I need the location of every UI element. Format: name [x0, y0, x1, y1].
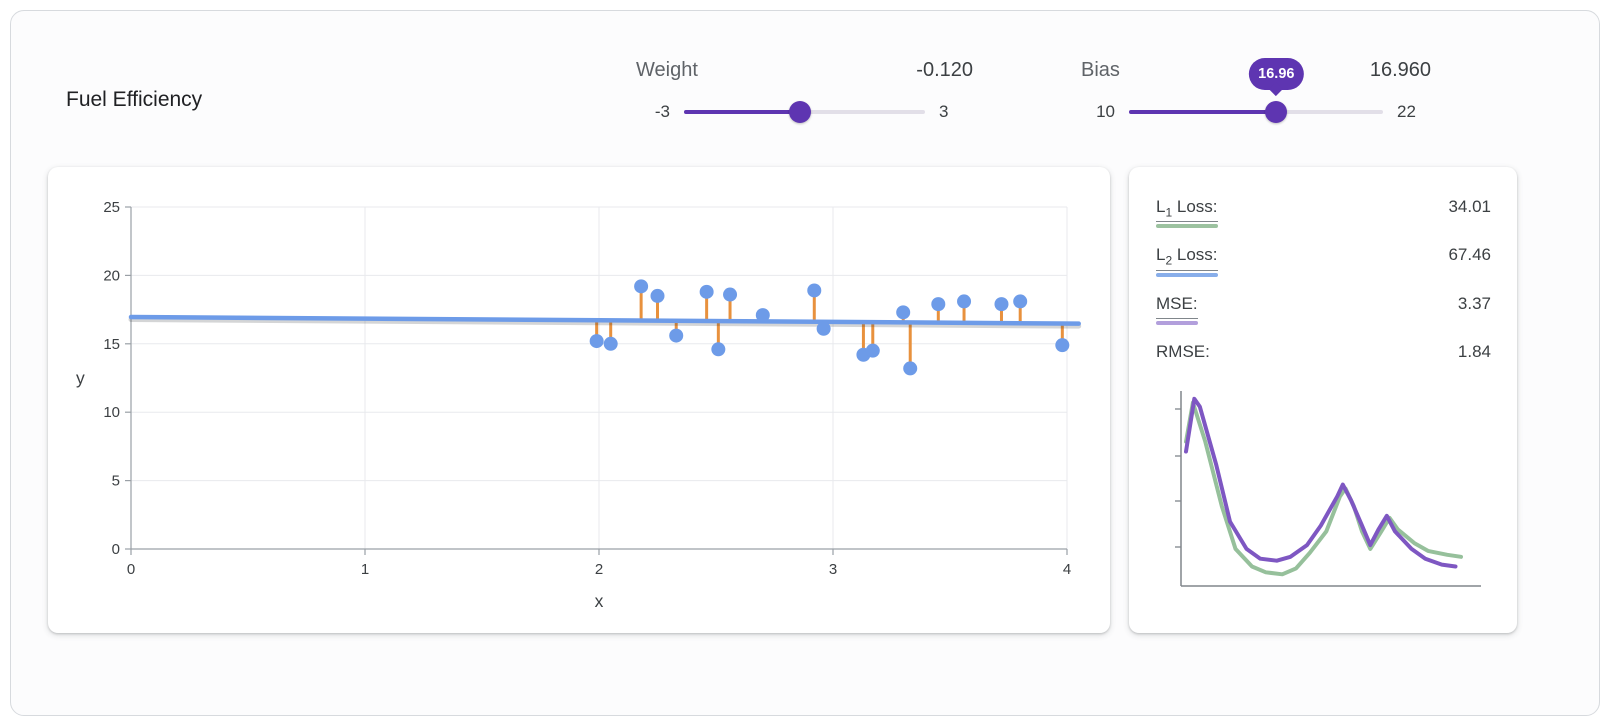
svg-text:25: 25 — [103, 199, 120, 216]
svg-text:y: y — [76, 368, 85, 388]
svg-text:0: 0 — [127, 561, 135, 578]
l2-loss-value: 67.46 — [1448, 245, 1491, 265]
scatter-chart-card: 0 5 10 15 20 25 0 1 2 3 4 y x — [48, 167, 1110, 633]
mse-value: 3.37 — [1457, 293, 1491, 313]
weight-max-label: 3 — [939, 102, 949, 121]
bias-slider[interactable]: 16.96 — [1129, 58, 1383, 123]
mse-color-swatch — [1156, 321, 1198, 326]
loss-panel: L1 Loss: 34.01 L2 Loss: 67.46 MSE: 3.37 — [1129, 167, 1517, 633]
svg-text:0: 0 — [112, 541, 120, 558]
rmse-label: RMSE: — [1156, 342, 1210, 362]
svg-text:4: 4 — [1063, 561, 1071, 578]
weight-label: Weight — [636, 59, 698, 81]
svg-text:20: 20 — [103, 267, 120, 284]
bias-value-tooltip: 16.96 — [1249, 58, 1304, 90]
l1-loss-value: 34.01 — [1448, 197, 1491, 216]
l1-loss-color-swatch — [1156, 224, 1218, 229]
svg-text:5: 5 — [112, 473, 120, 490]
l2-loss-label: L2 Loss: — [1156, 245, 1218, 277]
weight-slider-thumb[interactable] — [788, 101, 811, 123]
weight-slider-fill — [684, 110, 800, 114]
loss-rows: L1 Loss: 34.01 L2 Loss: 67.46 MSE: 3.37 — [1129, 167, 1517, 368]
mse-label: MSE: — [1156, 294, 1198, 326]
l1-loss-label: L1 Loss: — [1156, 197, 1218, 229]
bias-slider-thumb[interactable] — [1265, 101, 1288, 123]
loss-row-mse: MSE: 3.37 — [1156, 293, 1491, 326]
scatter-plot: 0 5 10 15 20 25 0 1 2 3 4 y x — [76, 199, 1082, 611]
app-frame: Fuel Efficiency Weight -0.120 -3 3 Bias … — [10, 10, 1600, 716]
svg-text:10: 10 — [103, 404, 120, 421]
loss-row-l1: L1 Loss: 34.01 — [1156, 197, 1491, 229]
svg-text:15: 15 — [103, 336, 120, 353]
weight-slider[interactable] — [684, 101, 925, 123]
weight-control: Weight -0.120 -3 3 — [636, 57, 973, 123]
bias-control: Bias 16.960 10 16.96 22 — [1081, 57, 1431, 123]
bias-max-label: 22 — [1397, 102, 1416, 121]
bias-value: 16.960 — [1369, 59, 1431, 81]
loss-row-rmse: RMSE: 1.84 — [1156, 342, 1491, 368]
loss-row-l2: L2 Loss: 67.46 — [1156, 245, 1491, 277]
svg-text:3: 3 — [829, 561, 837, 578]
svg-text:x: x — [595, 591, 604, 611]
svg-text:2: 2 — [595, 561, 603, 578]
page-title: Fuel Efficiency — [66, 88, 203, 111]
svg-text:1: 1 — [361, 561, 369, 578]
loss-curve-chart — [1175, 391, 1481, 587]
bias-min-label: 10 — [1096, 102, 1115, 121]
weight-value: -0.120 — [916, 59, 973, 81]
l2-loss-color-swatch — [1156, 272, 1218, 277]
rmse-value: 1.84 — [1457, 342, 1491, 362]
bias-label: Bias — [1081, 59, 1120, 81]
weight-min-label: -3 — [654, 102, 670, 121]
bias-slider-fill — [1129, 110, 1277, 114]
